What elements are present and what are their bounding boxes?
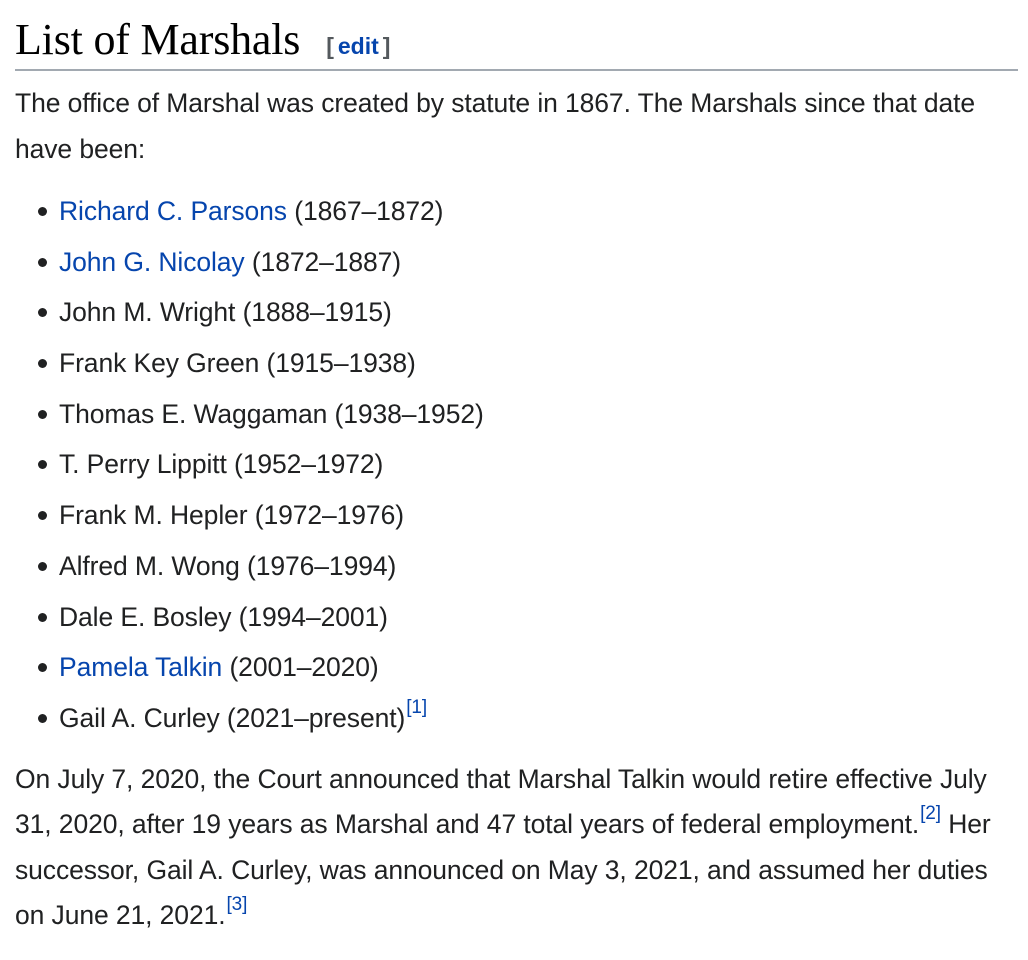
marshal-name: Gail A. Curley — [59, 702, 220, 733]
reference-2: [2] — [920, 803, 941, 824]
section-heading: List of Marshals [edit] — [15, 0, 1018, 71]
marshal-years: (2001–2020) — [229, 652, 379, 683]
list-item: Frank Key Green (1915–1938) — [15, 338, 1018, 389]
bullet-icon — [38, 460, 47, 470]
marshal-years: (1867–1872) — [294, 196, 444, 226]
bullet-icon — [38, 308, 47, 318]
marshal-years: (2021–present) — [226, 702, 406, 733]
list-item: Gail A. Curley (2021–present)[1] — [15, 693, 1018, 744]
marshal-years: (1976–1994) — [247, 550, 397, 581]
closing-text-part2: Her successor, Gail A. Curley, was annou… — [15, 809, 991, 931]
marshal-years: (1872–1887) — [251, 246, 402, 277]
marshal-name: Alfred M. Wong — [59, 550, 240, 581]
marshal-years: (1938–1952) — [334, 398, 484, 429]
bullet-icon — [38, 359, 47, 369]
marshal-name-link[interactable]: Pamela Talkin — [59, 652, 223, 683]
marshal-name-link[interactable]: Richard C. Parsons — [59, 196, 287, 226]
bullet-icon — [38, 713, 47, 723]
edit-bracket-open: [ — [326, 33, 334, 59]
reference-link-2[interactable]: [2] — [920, 803, 941, 825]
reference-link-3[interactable]: [3] — [226, 894, 248, 916]
intro-paragraph: The office of Marshal was created by sta… — [15, 88, 976, 164]
list-item: John M. Wright (1888–1915) — [15, 287, 1018, 338]
marshal-years: (1994–2001) — [238, 601, 388, 632]
marshal-name: T. Perry Lippitt — [59, 449, 227, 480]
reference-3: [3] — [226, 894, 247, 915]
list-item: Pamela Talkin (2001–2020) — [15, 642, 1018, 693]
list-item: Frank M. Hepler (1972–1976) — [15, 490, 1018, 541]
edit-link[interactable]: edit — [337, 33, 379, 59]
list-item: Thomas E. Waggaman (1938–1952) — [15, 389, 1018, 440]
bullet-icon — [38, 409, 47, 419]
marshal-name: Frank M. Hepler — [59, 500, 248, 531]
bullet-icon — [38, 561, 47, 571]
closing-text-part1: On July 7, 2020, the Court announced tha… — [15, 763, 987, 840]
marshal-years: (1888–1915) — [242, 297, 392, 328]
bullet-icon — [38, 257, 47, 267]
marshal-years: (1952–1972) — [234, 449, 384, 480]
marshal-name-link[interactable]: John G. Nicolay — [59, 246, 245, 277]
marshal-name: John M. Wright — [59, 297, 236, 328]
closing-paragraph: On July 7, 2020, the Court announced tha… — [15, 757, 1018, 939]
reference-1: [1] — [406, 697, 427, 718]
marshal-name: Dale E. Bosley — [59, 601, 232, 632]
list-item: T. Perry Lippitt (1952–1972) — [15, 439, 1018, 490]
marshal-name: Frank Key Green — [59, 348, 260, 379]
list-item: Richard C. Parsons (1867–1872) — [15, 186, 1018, 237]
marshal-list: Richard C. Parsons (1867–1872) John G. Ni… — [15, 186, 1018, 744]
marshal-years: (1915–1938) — [266, 348, 416, 379]
bullet-icon — [38, 511, 47, 521]
marshal-name: Thomas E. Waggaman — [59, 398, 328, 429]
bullet-icon — [38, 612, 47, 622]
section-title: List of Marshals — [15, 15, 301, 64]
list-item: Dale E. Bosley (1994–2001) — [15, 592, 1018, 643]
bullet-icon — [38, 207, 47, 216]
list-item: Alfred M. Wong (1976–1994) — [15, 541, 1018, 592]
marshal-years: (1972–1976) — [254, 500, 404, 531]
bullet-icon — [38, 663, 47, 673]
list-item: John G. Nicolay (1872–1887) — [15, 237, 1018, 288]
edit-bracket-close: ] — [382, 33, 391, 59]
edit-section: [edit] — [326, 31, 390, 61]
reference-link-1[interactable]: [1] — [406, 696, 428, 718]
